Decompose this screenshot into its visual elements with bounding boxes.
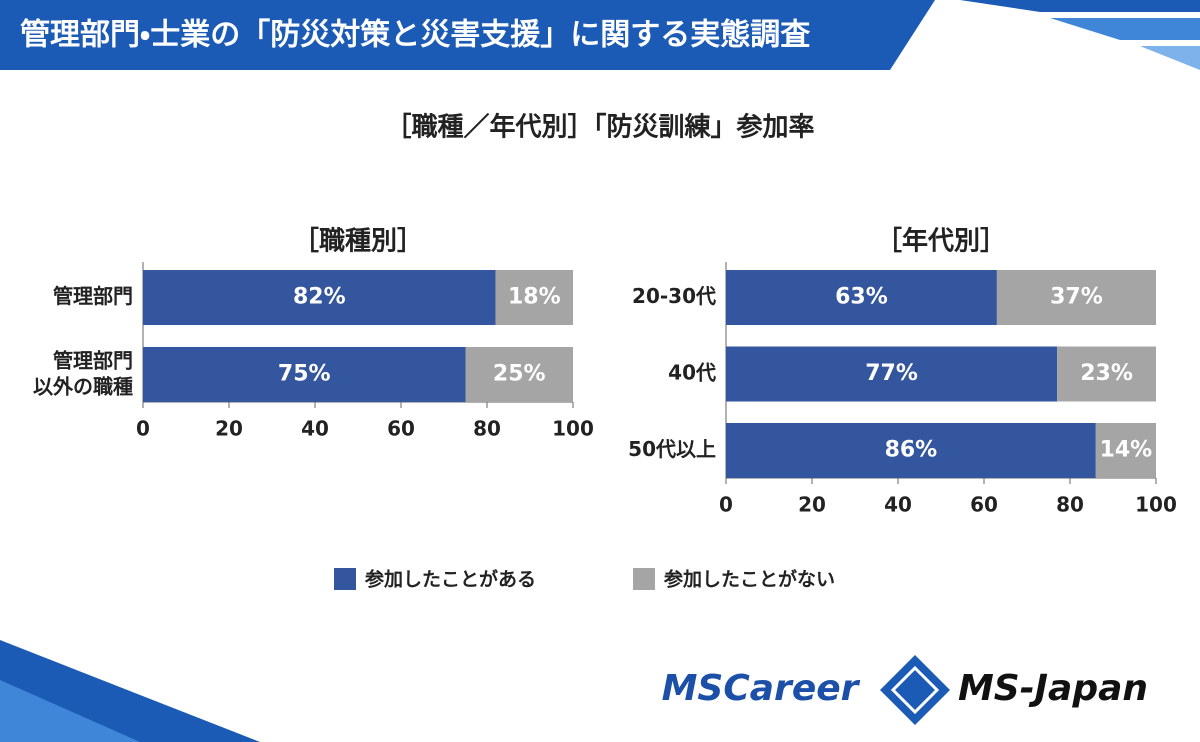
bar-segment [1095, 423, 1156, 478]
bar-segment [143, 347, 466, 402]
x-tick-label: 20 [215, 417, 243, 441]
chart-title: ［年代別］ [876, 226, 1006, 257]
y-tick-label: 40代 [668, 361, 716, 385]
value-label: 77% [865, 361, 918, 386]
x-tick-label: 0 [136, 417, 150, 441]
header-stripe [1140, 46, 1200, 70]
legend-swatch [633, 568, 655, 590]
x-tick-label: 60 [970, 493, 998, 517]
x-tick-label: 100 [1135, 493, 1177, 517]
bar-segment [726, 270, 997, 325]
logo-icon [880, 655, 950, 725]
bar-segment [465, 347, 573, 402]
bar-segment [996, 270, 1156, 325]
value-label: 25% [493, 362, 546, 387]
x-tick-label: 100 [552, 417, 594, 441]
value-label: 82% [293, 285, 346, 310]
x-tick-label: 60 [387, 417, 415, 441]
y-tick-label: 50代以上 [628, 437, 716, 461]
value-label: 86% [885, 438, 938, 463]
x-tick-label: 40 [884, 493, 912, 517]
header-stripe [960, 0, 1200, 12]
value-label: 37% [1050, 285, 1103, 310]
y-tick-label: 管理部門以外の職種 [33, 348, 133, 398]
value-label: 23% [1080, 361, 1133, 386]
y-tick-label: 20-30代 [632, 284, 716, 308]
header-title: 管理部門・士業の「防災対策と災害支援」に関する実態調査 [20, 18, 810, 53]
bar-segment [143, 270, 496, 325]
bar-segment [1057, 346, 1156, 402]
footer-stripe [0, 680, 140, 742]
y-tick-label: 管理部門 [53, 284, 133, 308]
legend-label: 参加したことがある [364, 568, 536, 591]
x-tick-label: 40 [301, 417, 329, 441]
legend-swatch [334, 568, 356, 590]
bar-segment [726, 346, 1058, 402]
subtitle: ［職種／年代別］「防災訓練」参加率 [385, 112, 814, 143]
bar-segment [726, 423, 1096, 478]
x-tick-label: 20 [798, 493, 826, 517]
value-label: 75% [278, 362, 331, 387]
value-label: 14% [1100, 438, 1153, 463]
header-stripe [1050, 18, 1200, 40]
value-label: 18% [508, 285, 561, 310]
bar-segment [495, 270, 573, 325]
value-label: 63% [835, 285, 888, 310]
x-tick-label: 80 [473, 417, 501, 441]
chart-title: ［職種別］ [293, 227, 423, 257]
logo-text: MS-Japan [958, 668, 1148, 709]
x-tick-label: 80 [1056, 493, 1084, 517]
legend-label: 参加したことがない [663, 568, 835, 591]
x-tick-label: 0 [719, 493, 733, 517]
logo-text: MSCareer [662, 668, 861, 709]
header-banner [0, 0, 935, 70]
